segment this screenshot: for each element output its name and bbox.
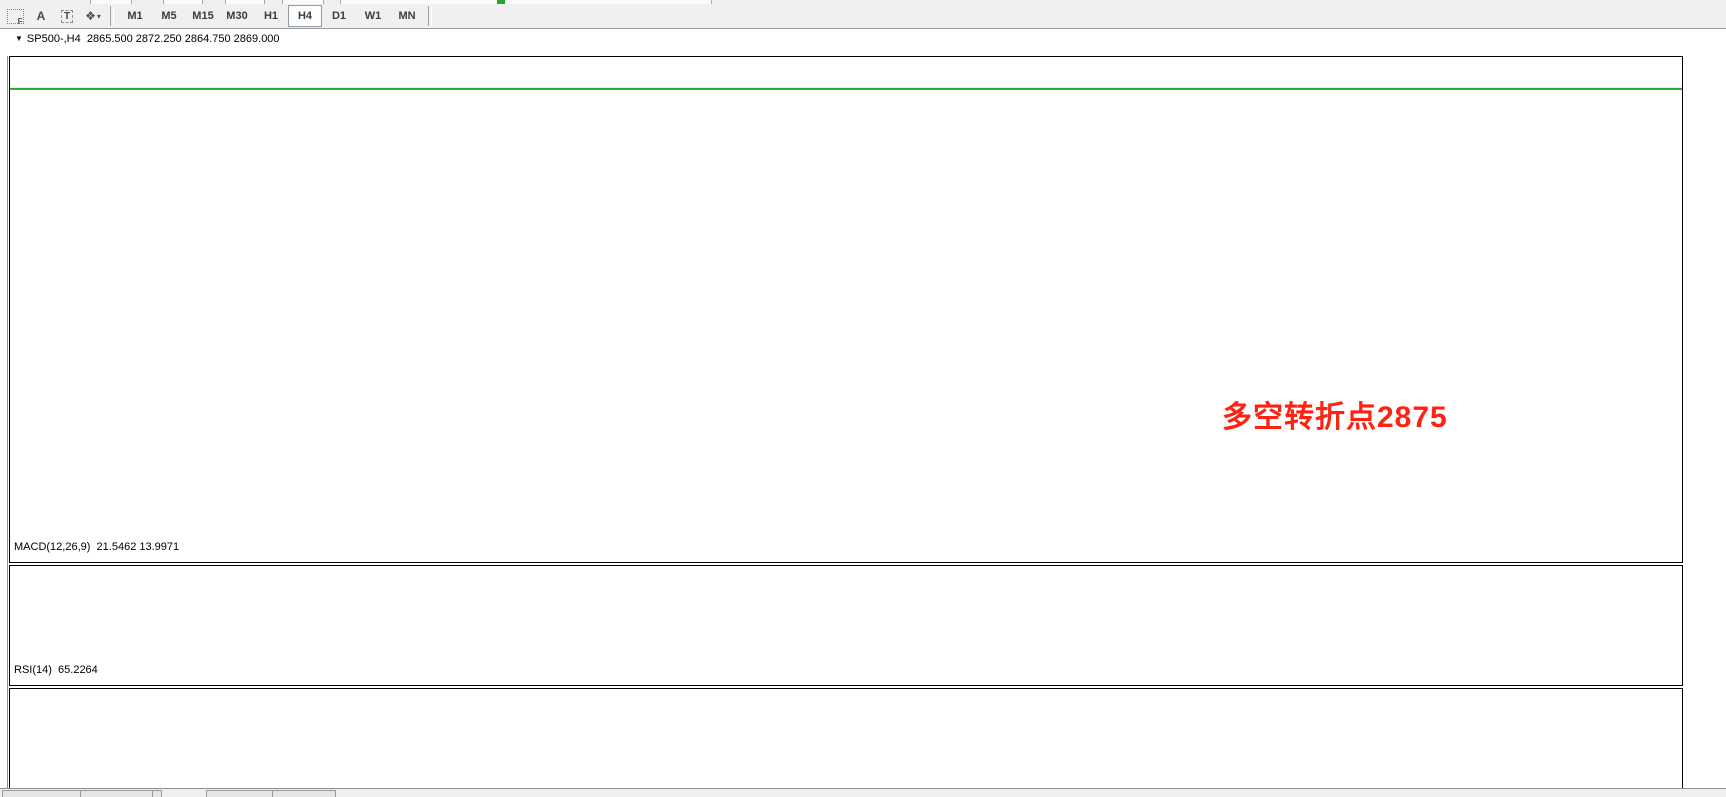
toolbar-separator: [110, 6, 114, 26]
symbol-period-label: SP500-,H4: [26, 33, 81, 45]
rsi-name: RSI(14): [14, 664, 52, 676]
timeframe-button-H4[interactable]: H4: [288, 5, 322, 27]
timeframe-button-H1[interactable]: H1: [263, 10, 279, 22]
macd-indicator-label: MACD(12,26,9) 21.5462 13.9971: [14, 541, 179, 553]
clipped-green-indicator: [497, 0, 505, 4]
label-tool-button[interactable]: T: [54, 6, 80, 26]
drawing-tools-group: F A T ❖ ▾: [2, 6, 106, 26]
shapes-icon: ❖: [85, 9, 96, 23]
timeframe-group: M1 M5 M15 M30 H1 H4 D1 W1 MN: [118, 5, 424, 27]
bottom-tab[interactable]: [206, 790, 336, 797]
fibo-grid-tool-button[interactable]: F: [2, 6, 28, 26]
timeframe-button-W1[interactable]: W1: [364, 10, 382, 22]
ohlc-values: 2865.500 2872.250 2864.750 2869.000: [86, 33, 280, 45]
bottom-tab[interactable]: [2, 790, 162, 797]
text-a-icon: A: [36, 9, 46, 23]
bottom-tab-divider: [80, 790, 81, 797]
timeframe-button-M30[interactable]: M30: [226, 10, 248, 22]
toolbar: F A T ❖ ▾ M1 M5 M15 M30 H1 H4 D1 W1 MN: [0, 4, 1726, 29]
timeframe-button-M1[interactable]: M1: [127, 10, 143, 22]
dotted-grid-icon: F: [6, 8, 24, 26]
symbol-marker-icon: ▼: [15, 34, 23, 43]
clipped-button: [90, 0, 132, 4]
symbol-title: ▼ SP500-,H4 2865.500 2872.250 2864.750 28…: [15, 33, 280, 45]
shapes-tool-button[interactable]: ❖ ▾: [80, 6, 106, 26]
timeframe-button-M5[interactable]: M5: [161, 10, 177, 22]
macd-values: 21.5462 13.9971: [96, 541, 180, 553]
clipped-button: [282, 0, 324, 4]
rsi-panel[interactable]: [9, 688, 1683, 797]
rsi-value: 65.2264: [58, 664, 98, 676]
clipped-upper-toolbar: [0, 0, 1726, 4]
clipped-button: [163, 0, 203, 4]
clipped-button: [340, 0, 712, 4]
text-tool-button[interactable]: A: [28, 6, 54, 26]
chevron-down-icon: ▾: [96, 11, 101, 21]
rsi-indicator-label: RSI(14) 65.2264: [14, 664, 98, 676]
chart-text-annotation[interactable]: 多空转折点2875: [1222, 401, 1448, 434]
bottom-tab-divider: [272, 790, 273, 797]
bottom-tab-divider: [152, 790, 153, 797]
timeframe-button-MN[interactable]: MN: [398, 10, 416, 22]
clipped-bottom-tabs-bar: [0, 788, 1726, 797]
price-panel[interactable]: [9, 56, 1683, 563]
timeframe-button-D1[interactable]: D1: [331, 10, 347, 22]
chart-window[interactable]: ▼ SP500-,H4 2865.500 2872.250 2864.750 28…: [0, 28, 1726, 797]
macd-panel[interactable]: [9, 565, 1683, 686]
toolbar-separator: [428, 6, 432, 26]
clipped-button: [225, 0, 265, 4]
label-t-icon: T: [60, 9, 74, 23]
timeframe-button-M15[interactable]: M15: [192, 10, 214, 22]
chart-canvas[interactable]: [0, 28, 1726, 797]
macd-name: MACD(12,26,9): [14, 541, 91, 553]
